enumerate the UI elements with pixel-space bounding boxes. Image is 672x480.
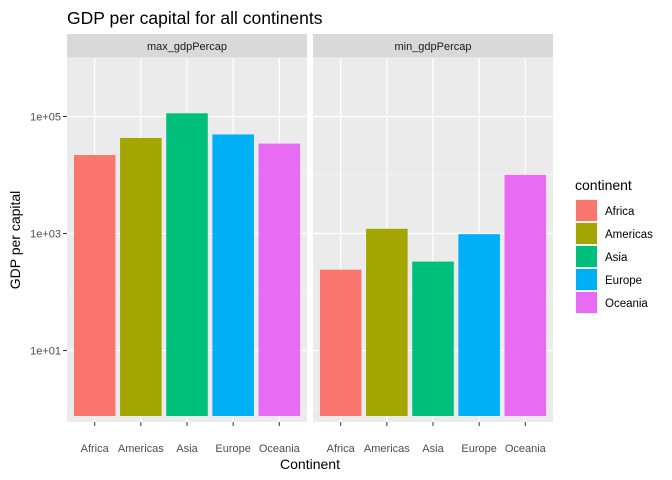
bar-africa bbox=[73, 155, 116, 416]
x-tick-label: Americas bbox=[118, 443, 164, 455]
legend-title: continent bbox=[575, 177, 632, 193]
legend-label-oceania: Oceania bbox=[605, 298, 648, 310]
legend: continent Africa Americas Asia Europe Oceani… bbox=[575, 177, 653, 314]
y-axis-title: GDP per capital bbox=[7, 191, 23, 290]
x-tick-label: Asia bbox=[422, 443, 444, 455]
x-tick-label: Asia bbox=[176, 443, 198, 455]
y-tick-label: 1e+01 bbox=[30, 346, 61, 358]
bar-americas bbox=[366, 228, 408, 416]
bar-africa bbox=[319, 269, 362, 416]
strip-label-max: max_gdpPercap bbox=[147, 41, 227, 53]
legend-swatch-africa bbox=[576, 200, 597, 221]
bar-oceania bbox=[258, 143, 301, 416]
legend-swatch-americas bbox=[576, 223, 597, 244]
facet-panel-max: max_gdpPercap bbox=[67, 34, 307, 422]
x-tick-label: Africa bbox=[327, 443, 356, 455]
strip-background bbox=[67, 34, 307, 58]
legend-label-americas: Americas bbox=[605, 229, 653, 241]
chart-title: GDP per capital for all continents bbox=[67, 8, 323, 28]
x-tick-label: Europe bbox=[215, 443, 250, 455]
x-tick-label: Europe bbox=[461, 443, 496, 455]
bar-europe bbox=[212, 134, 254, 417]
legend-swatch-oceania bbox=[576, 292, 597, 313]
x-tick-label: Oceania bbox=[259, 443, 301, 455]
strip-background bbox=[313, 34, 553, 58]
bar-asia bbox=[166, 113, 208, 416]
strip-label-min: min_gdpPercap bbox=[394, 41, 471, 53]
x-axis-title: Continent bbox=[280, 456, 340, 472]
bar-europe bbox=[458, 234, 500, 416]
x-tick-label: Oceania bbox=[505, 443, 547, 455]
bar-americas bbox=[120, 137, 162, 416]
y-tick-label: 1e+05 bbox=[30, 112, 61, 124]
y-tick-label: 1e+03 bbox=[30, 229, 61, 241]
legend-label-asia: Asia bbox=[605, 252, 628, 264]
x-tick-label: Africa bbox=[81, 443, 110, 455]
bar-oceania bbox=[504, 174, 547, 416]
legend-label-europe: Europe bbox=[605, 275, 642, 287]
legend-label-africa: Africa bbox=[605, 206, 635, 218]
x-tick-label: Americas bbox=[364, 443, 410, 455]
facet-panel-min: min_gdpPercap bbox=[313, 34, 553, 422]
legend-swatch-asia bbox=[576, 246, 597, 267]
bar-asia bbox=[412, 261, 454, 416]
legend-swatch-europe bbox=[576, 269, 597, 290]
